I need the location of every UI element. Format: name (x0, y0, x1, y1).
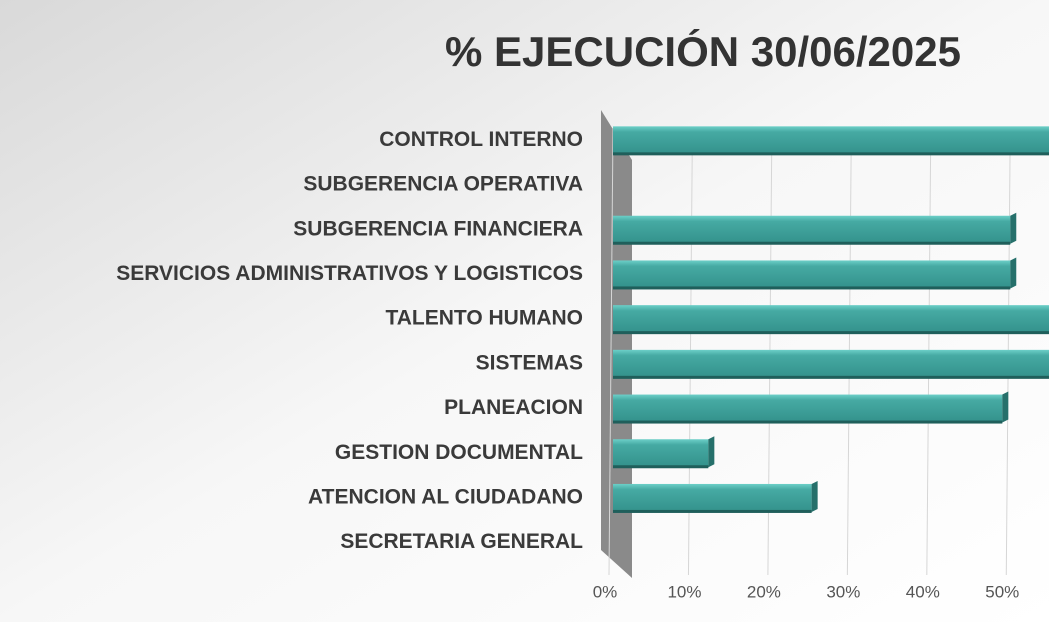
bar-face (613, 305, 1049, 334)
bar (613, 391, 1009, 424)
bar-face (613, 483, 812, 512)
bar (613, 349, 1049, 379)
bar (613, 257, 1017, 290)
bar (613, 480, 818, 513)
bar-face (613, 331, 1049, 335)
grid-line (608, 127, 614, 576)
bar-face (613, 375, 1049, 379)
bar-face (1002, 391, 1009, 423)
bar-face (613, 509, 812, 513)
y-tick-label: ATENCION AL CIUDADANO (308, 485, 583, 508)
y-tick-label: PLANEACION (444, 396, 583, 419)
bar-face (613, 260, 1011, 289)
bar-face (613, 465, 709, 469)
x-tick-label: 0% (593, 582, 618, 601)
y-tick-label: SUBGERENCIA FINANCIERA (293, 217, 583, 240)
x-tick-label: 50% (985, 582, 1019, 601)
x-tick-label: 20% (747, 582, 781, 601)
bar-face (613, 126, 1049, 155)
x-tick-label: 30% (826, 582, 860, 601)
bar-face (1010, 212, 1017, 244)
bar-face (613, 420, 1003, 424)
bar (613, 305, 1049, 335)
bar-face (613, 286, 1011, 290)
bar-face (613, 394, 1003, 423)
chart-title: % EJECUCIÓN 30/06/2025 (445, 27, 961, 75)
bar (613, 212, 1017, 245)
bar-face (613, 439, 709, 468)
bar-face (613, 349, 1049, 378)
x-tick-label: 10% (667, 582, 701, 601)
y-tick-label: GESTION DOCUMENTAL (335, 441, 583, 464)
x-tick-label: 40% (906, 582, 940, 601)
y-tick-label: SISTEMAS (476, 351, 583, 374)
bar-face (708, 436, 715, 468)
bar (613, 436, 715, 469)
y-tick-label: SECRETARIA GENERAL (340, 530, 583, 553)
bar-face (811, 480, 818, 512)
bar-face (613, 152, 1049, 156)
bar-face (613, 215, 1011, 244)
y-tick-label: SERVICIOS ADMINISTRATIVOS Y LOGISTICOS (116, 262, 583, 285)
y-tick-label: TALENTO HUMANO (385, 307, 583, 330)
bar-face (613, 241, 1011, 245)
bar (613, 126, 1049, 156)
y-tick-label: SUBGERENCIA OPERATIVA (303, 173, 583, 196)
bar-face (1010, 257, 1017, 289)
y-tick-label: CONTROL INTERNO (379, 128, 583, 151)
